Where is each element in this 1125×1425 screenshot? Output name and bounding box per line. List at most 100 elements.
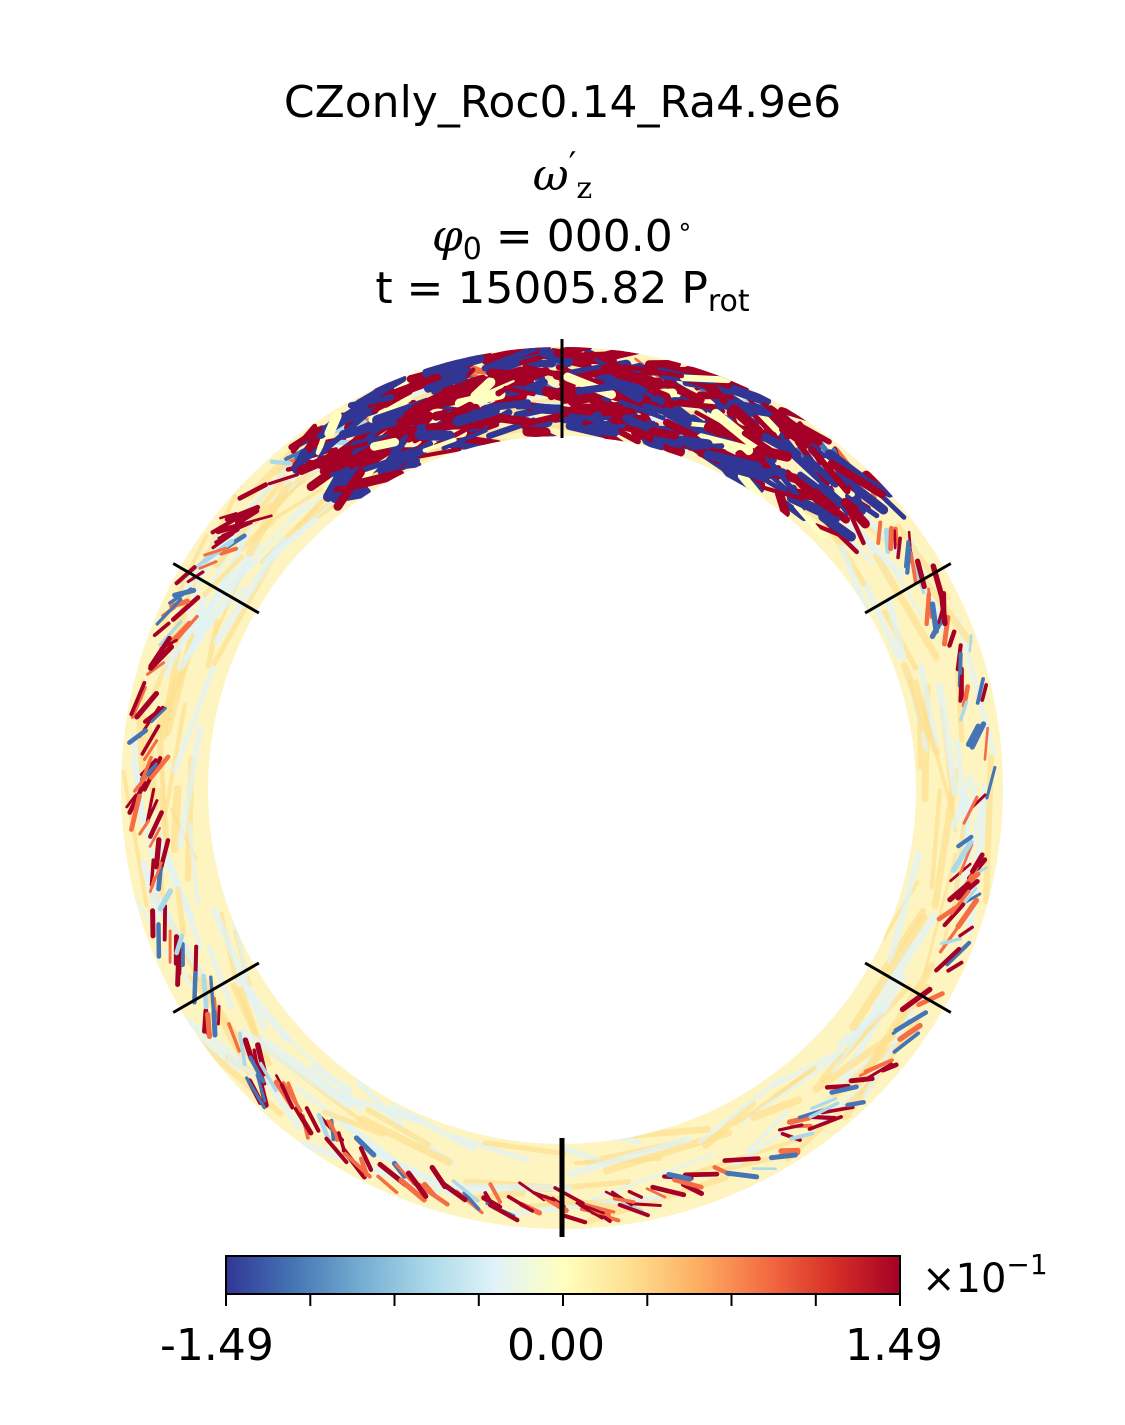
edge-feature <box>560 1213 588 1225</box>
turbulent-feature <box>625 382 661 402</box>
turbulent-feature <box>563 372 616 399</box>
quantity-prime: ′ <box>568 145 577 185</box>
edge-feature <box>927 587 933 619</box>
turbulent-feature <box>422 353 485 379</box>
edge-feature <box>215 521 246 535</box>
turbulent-feature <box>333 468 365 511</box>
edge-feature <box>531 1191 556 1202</box>
turbulent-feature <box>653 432 713 450</box>
turbulent-feature <box>423 373 468 393</box>
angular-marker-60 <box>864 562 952 615</box>
edge-feature <box>216 1005 221 1026</box>
turbulent-feature <box>642 403 675 418</box>
faint-streak <box>130 733 146 826</box>
angular-marker-300 <box>172 562 260 615</box>
edge-feature <box>248 1055 266 1084</box>
turbulent-feature <box>354 469 405 489</box>
edge-feature <box>129 793 142 832</box>
edge-feature <box>152 621 171 638</box>
edge-feature <box>405 1170 429 1199</box>
edge-feature <box>950 839 974 874</box>
edge-feature <box>915 558 927 590</box>
edge-feature <box>153 837 162 870</box>
turbulent-feature <box>441 428 488 451</box>
edge-feature <box>947 629 957 648</box>
faint-streak <box>746 1110 789 1153</box>
edge-feature <box>173 614 199 643</box>
edge-feature <box>279 1083 295 1110</box>
angular-marker-120 <box>864 961 952 1014</box>
edge-feature <box>645 1187 667 1199</box>
edge-feature <box>255 1073 267 1103</box>
faint-streak <box>872 552 940 661</box>
turbulent-feature <box>515 404 562 410</box>
edge-feature <box>969 721 987 750</box>
faint-streak <box>749 1096 803 1121</box>
angular-marker-240 <box>172 961 260 1014</box>
annulus-field <box>121 347 1003 1229</box>
colorbar-max-label: 1.49 <box>845 1320 943 1371</box>
edge-feature <box>942 902 966 928</box>
edge-feature <box>946 960 964 973</box>
edge-feature <box>617 1202 650 1218</box>
faint-streak <box>929 788 942 890</box>
edge-feature <box>451 1179 480 1203</box>
edge-feature <box>342 1151 372 1179</box>
faint-streak <box>339 1093 423 1125</box>
edge-feature <box>947 881 971 903</box>
turbulent-feature <box>422 437 457 453</box>
turbulent-feature <box>596 353 632 374</box>
phi-value: = 000.0 <box>495 211 673 262</box>
faint-streak <box>885 596 907 661</box>
edge-feature <box>934 946 962 973</box>
vorticity-streaks <box>121 347 997 1225</box>
turbulent-feature <box>503 385 536 397</box>
faint-streak <box>861 579 901 659</box>
edge-feature <box>192 970 198 1005</box>
faint-streak <box>281 1032 356 1102</box>
edge-feature <box>820 1105 855 1115</box>
turbulent-feature <box>425 421 486 431</box>
edge-feature <box>876 520 883 545</box>
faint-streak <box>199 586 247 631</box>
edge-feature <box>281 1080 303 1113</box>
edge-feature <box>632 1202 662 1208</box>
edge-feature <box>929 601 939 634</box>
colorbar-multiplier: ×10−1 <box>922 1248 1048 1302</box>
edge-feature <box>234 507 260 526</box>
turbulent-feature <box>618 399 666 421</box>
edge-feature <box>897 1022 923 1042</box>
edge-feature <box>174 933 185 956</box>
edge-feature <box>983 726 989 761</box>
edge-feature <box>134 690 160 720</box>
turbulent-feature <box>808 445 851 495</box>
faint-streak <box>771 1047 846 1088</box>
edge-feature <box>722 1156 761 1163</box>
turbulent-feature <box>346 441 369 451</box>
faint-streak <box>922 852 958 976</box>
edge-feature <box>143 705 165 724</box>
turbulent-feature <box>754 445 793 462</box>
turbulent-feature <box>714 397 774 417</box>
edge-feature <box>961 684 971 708</box>
turbulent-feature <box>706 378 728 405</box>
edge-feature <box>149 875 156 893</box>
faint-streak <box>567 1135 692 1177</box>
turbulent-feature <box>403 384 459 421</box>
edge-feature <box>293 1106 314 1136</box>
edge-feature <box>845 1099 866 1108</box>
faint-streak <box>176 724 204 848</box>
edge-feature <box>353 1135 377 1158</box>
turbulent-feature <box>538 347 574 368</box>
edge-feature <box>672 1177 704 1190</box>
edge-feature <box>155 597 183 626</box>
turbulent-feature <box>370 437 399 451</box>
turbulent-feature <box>743 445 781 477</box>
edge-feature <box>810 1097 838 1110</box>
edge-feature <box>148 644 175 671</box>
edge-feature <box>968 634 973 653</box>
edge-feature <box>133 775 148 793</box>
edge-feature <box>888 525 894 552</box>
edge-feature <box>145 661 166 676</box>
turbulent-feature <box>324 410 342 439</box>
